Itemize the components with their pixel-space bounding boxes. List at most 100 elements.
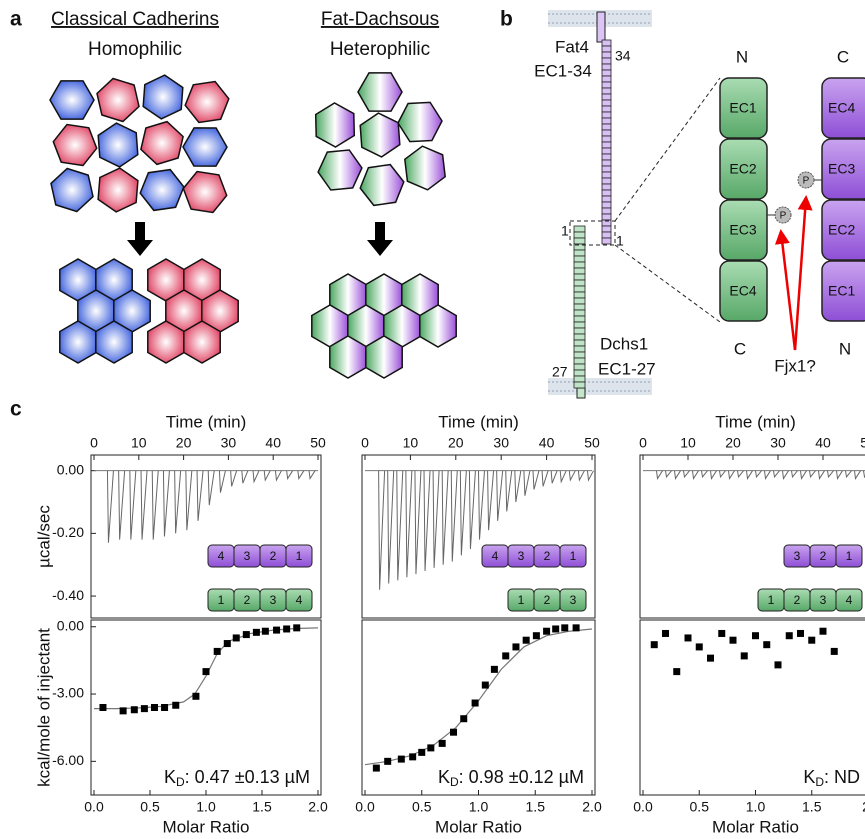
injection-peak xyxy=(551,471,557,484)
domain xyxy=(602,100,611,106)
injection-peak xyxy=(219,471,225,493)
tick-label: 0.00 xyxy=(57,461,84,477)
injection-peak xyxy=(497,471,503,521)
injection-peak xyxy=(837,471,843,479)
domain xyxy=(602,88,611,94)
injection-peak xyxy=(298,471,304,479)
injection-peak xyxy=(747,471,753,479)
domain xyxy=(602,172,611,178)
injection-peak xyxy=(542,471,548,487)
injection-peak xyxy=(379,471,385,590)
domain xyxy=(602,76,611,82)
injection-peak xyxy=(197,471,203,521)
injection-peak xyxy=(488,471,494,531)
cell xyxy=(360,165,404,206)
injection-peak xyxy=(119,471,125,540)
injection-peak xyxy=(406,471,412,578)
domain xyxy=(602,82,611,88)
label: Dchs1 xyxy=(600,334,648,353)
data-point xyxy=(752,632,759,639)
injection-peak xyxy=(774,471,780,477)
tick-label: 0.0 xyxy=(633,799,653,815)
data-point xyxy=(730,637,737,644)
phospho-label: P xyxy=(780,211,787,222)
injection-peak xyxy=(765,471,771,479)
domain xyxy=(602,214,611,220)
domain xyxy=(602,178,611,184)
domain xyxy=(602,46,611,52)
domain-label: EC3 xyxy=(828,161,855,177)
domain xyxy=(574,310,585,316)
zoom-line xyxy=(615,78,720,221)
data-point xyxy=(283,625,290,632)
cell xyxy=(53,125,96,166)
injection-peak xyxy=(587,471,593,480)
domain-label: 4 xyxy=(218,549,225,563)
injection-peak xyxy=(738,471,744,477)
domain xyxy=(602,40,611,46)
injection-peak xyxy=(720,471,726,477)
domain-label: 1 xyxy=(218,593,225,607)
kd-subscript: D xyxy=(450,775,459,789)
injection-peak xyxy=(792,471,798,477)
injection-peak xyxy=(231,471,237,487)
injection-peak xyxy=(275,471,281,480)
domain xyxy=(574,262,585,268)
cell xyxy=(183,172,226,213)
domain xyxy=(602,124,611,130)
injection-peak xyxy=(702,471,708,477)
tick-label: 40 xyxy=(539,435,555,451)
domain xyxy=(602,202,611,208)
injection-peak xyxy=(846,471,852,477)
cell xyxy=(405,146,445,190)
data-point xyxy=(214,648,221,655)
injection-peak xyxy=(253,471,259,482)
tick-label: 2.0 xyxy=(308,799,328,815)
label: Fjx1? xyxy=(774,356,816,375)
injection-peak xyxy=(460,471,466,556)
tick-label: 0 xyxy=(361,435,369,451)
panel-label: c xyxy=(10,398,22,421)
data-point xyxy=(131,706,138,713)
domain xyxy=(602,190,611,196)
domain-label: EC4 xyxy=(729,283,756,299)
label: N xyxy=(839,339,851,358)
data-point xyxy=(99,704,106,711)
domain xyxy=(602,208,611,214)
figure: a Classical Cadherins Homophilic Fat-Dac… xyxy=(0,0,865,839)
domain xyxy=(602,166,611,172)
domain xyxy=(574,352,585,358)
data-point xyxy=(482,682,489,689)
domain xyxy=(574,232,585,238)
kd-value: : 0.98 ±0.12 µM xyxy=(459,767,584,787)
domain xyxy=(574,346,585,352)
tick-label: -0.20 xyxy=(52,524,84,540)
data-point xyxy=(262,628,269,635)
domain-label: 2 xyxy=(544,593,551,607)
data-point xyxy=(552,625,559,632)
domain xyxy=(602,238,611,244)
axis-title: Time (min) xyxy=(166,412,247,431)
subtitle: Heterophilic xyxy=(330,39,430,60)
domain-label: 2 xyxy=(244,593,251,607)
data-point xyxy=(472,700,479,707)
injection-peak xyxy=(415,471,421,574)
data-point xyxy=(533,632,540,639)
injection-peak xyxy=(309,471,315,479)
data-point xyxy=(741,652,748,659)
data-point xyxy=(831,648,838,655)
data-point xyxy=(685,634,692,641)
arrow xyxy=(127,222,153,256)
fit-curve xyxy=(365,629,592,765)
kd-label: KD: ND xyxy=(803,767,860,789)
domain xyxy=(574,316,585,322)
data-point xyxy=(243,631,250,638)
tick-label: 50 xyxy=(310,435,326,451)
domain xyxy=(574,340,585,346)
injection-peak xyxy=(479,471,485,540)
data-point xyxy=(543,628,550,635)
cell xyxy=(51,169,93,212)
kd-symbol: K xyxy=(164,767,176,787)
cell xyxy=(140,170,184,211)
axis-title: µcal/sec xyxy=(34,505,53,568)
